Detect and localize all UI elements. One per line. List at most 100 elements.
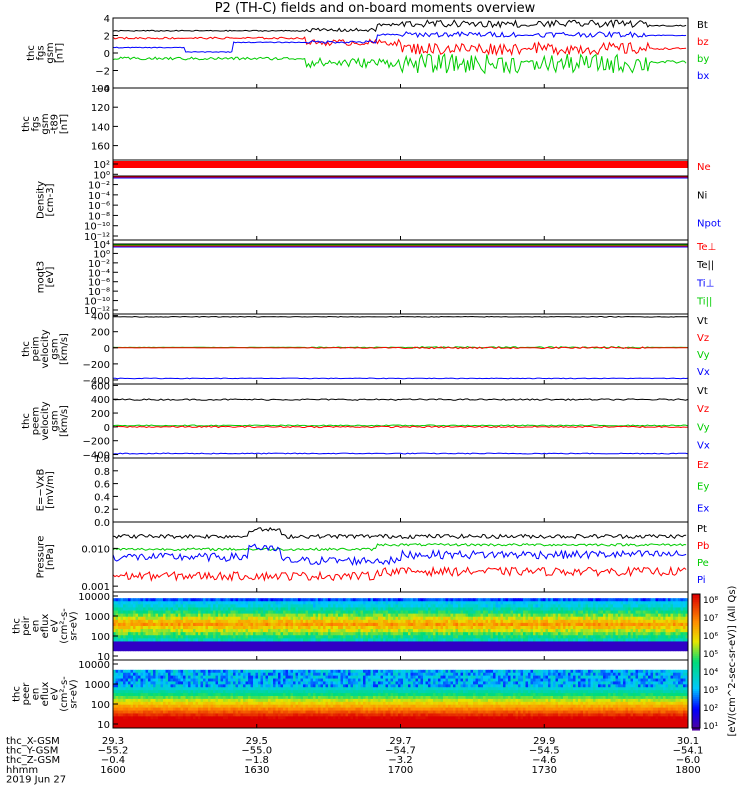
- ytick-label: 120: [91, 103, 110, 114]
- ylabel-pressure: [nPa]: [45, 544, 56, 570]
- ylabel-fgs: gsm: [45, 42, 56, 63]
- peir-spectrogram: [113, 598, 689, 652]
- colorbar: [692, 594, 700, 731]
- ylabel-fgs_btot: fgs: [31, 116, 42, 131]
- ylabel-peim_velocity: gsm: [50, 338, 61, 359]
- legend-pressure-3: Pi: [697, 575, 706, 586]
- ytick-label: 160: [91, 142, 110, 153]
- legend-pressure-0: Pt: [697, 524, 707, 535]
- ylabel-fgs_btot: gsm: [40, 113, 51, 134]
- series-Bt: [112, 19, 687, 33]
- panel-frame-efield: [112, 457, 689, 523]
- panel-frame-pressure: [112, 521, 689, 593]
- xaxis-date: 2019 Jun 27: [6, 774, 66, 785]
- series-Vz-peem: [112, 425, 689, 429]
- legend-pressure-2: Pe: [697, 558, 709, 569]
- ytick-label: 0: [104, 423, 110, 434]
- ytick-label: 400: [91, 395, 110, 406]
- ytick-label: 600: [91, 381, 110, 392]
- ylabel-peir_eflux: eV: [50, 619, 61, 632]
- legend-peem_velocity-0: Vt: [697, 386, 708, 397]
- colorbar-tick: 10⁶: [703, 632, 718, 642]
- xaxis-value: 1800: [675, 765, 700, 776]
- xaxis-value: 29.9: [533, 736, 555, 747]
- ytick-label: −200: [83, 360, 110, 371]
- legend-peem_velocity-2: Vy: [697, 422, 710, 433]
- ytick-label: 100: [91, 84, 110, 95]
- ylabel-fgs: thc: [26, 45, 37, 61]
- ylabel-temperature: moqt3: [35, 261, 46, 294]
- ytick-label: 140: [91, 122, 110, 133]
- xaxis-value: −55.0: [241, 746, 272, 757]
- ylabel-density: Density: [35, 181, 46, 219]
- peer-spectrogram: [113, 669, 689, 729]
- ytick-label: 10000: [78, 660, 110, 671]
- colorbar-tick: 10³: [703, 686, 718, 696]
- panel-frame-peim_velocity: [112, 313, 689, 385]
- ytick-label: 100: [91, 632, 110, 643]
- series-Vz-peim: [112, 346, 688, 350]
- colorbar-tick: 10⁷: [703, 614, 718, 624]
- ylabel-fgs_btot: [nT]: [59, 114, 70, 134]
- legend-peem_velocity-1: Vz: [697, 404, 709, 415]
- ylabel-peim_velocity: thc: [21, 341, 32, 357]
- ylabel-density: [cm-3]: [45, 183, 56, 216]
- legend-temperature-0: Te⊥: [696, 242, 716, 253]
- panel-frame-fgs: [112, 17, 689, 89]
- ytick-label: 10000: [78, 592, 110, 603]
- colorbar-label: [eV/(cm^2-sec-sr-eV)] (All Qs): [727, 585, 738, 736]
- xaxis-value: 29.5: [246, 736, 268, 747]
- legend-fgs-1: bz: [697, 37, 709, 48]
- ylabel-peim_velocity: velocity: [40, 329, 51, 368]
- ytick-label: 10⁻¹²: [84, 232, 110, 243]
- xaxis-value: −0.4: [101, 755, 125, 766]
- ytick-label: 400: [91, 312, 110, 323]
- series-by: [112, 52, 687, 75]
- ytick-label: 1.0: [94, 454, 110, 465]
- xaxis-value: 1600: [100, 765, 125, 776]
- ylabel-peem_velocity: gsm: [50, 410, 61, 431]
- legend-fgs-3: bx: [697, 71, 709, 82]
- ylabel-peim_velocity: peim: [31, 336, 42, 361]
- ylabel-fgs_btot: thc: [21, 116, 32, 132]
- legend-peim_velocity-2: Vy: [697, 350, 710, 361]
- xaxis-row-label: thc_Z-GSM: [6, 755, 60, 766]
- colorbar-tick: 10¹: [703, 722, 718, 732]
- ytick-label: 10: [97, 720, 110, 731]
- legend-fgs-2: by: [697, 54, 709, 65]
- ytick-label: 1000: [85, 680, 110, 691]
- ylabel-peer_eflux: peer: [21, 682, 32, 706]
- ylabel-peem_velocity: thc: [21, 413, 32, 429]
- legend-efield-0: Ez: [697, 460, 709, 471]
- ylabel-peer_eflux: en: [31, 688, 42, 701]
- legend-peem_velocity-3: Vx: [697, 441, 710, 452]
- legend-density-2: Npot: [697, 219, 721, 230]
- series-bx: [112, 30, 687, 53]
- btot-band: [113, 161, 688, 168]
- ytick-label: 200: [91, 328, 110, 339]
- ytick-label: 10⁻⁴: [88, 191, 110, 202]
- series-Vx-peem: [112, 452, 689, 455]
- series-Vt-peem: [112, 398, 689, 401]
- ytick-label: 10⁰: [93, 170, 110, 181]
- ytick-label: 10⁻²: [88, 259, 110, 270]
- legend-temperature-1: Te||: [696, 260, 714, 271]
- ylabel-peer_eflux: eflux: [40, 682, 51, 707]
- ytick-label: 2: [104, 32, 110, 43]
- ylabel-peem_velocity: [km/s]: [59, 405, 70, 437]
- ytick-label: 10²: [93, 160, 110, 171]
- ytick-label: −200: [83, 437, 110, 448]
- colorbar-tick: 10⁴: [703, 668, 718, 678]
- series-bz: [112, 36, 687, 57]
- panel-frame-density: [112, 159, 689, 241]
- ylabel-pressure: Pressure: [35, 536, 46, 579]
- ytick-label: 10⁴: [93, 240, 110, 251]
- ylabel-efield: E=−VxB: [35, 469, 46, 512]
- xaxis-value: 1730: [532, 765, 557, 776]
- xaxis-row-label: hhmm: [6, 765, 38, 776]
- ylabel-efield: [mV/m]: [45, 471, 56, 509]
- ylabel-peir_eflux: en: [31, 620, 42, 633]
- ytick-label: 0.4: [94, 492, 110, 503]
- xaxis-row-label: thc_Y-GSM: [6, 746, 58, 757]
